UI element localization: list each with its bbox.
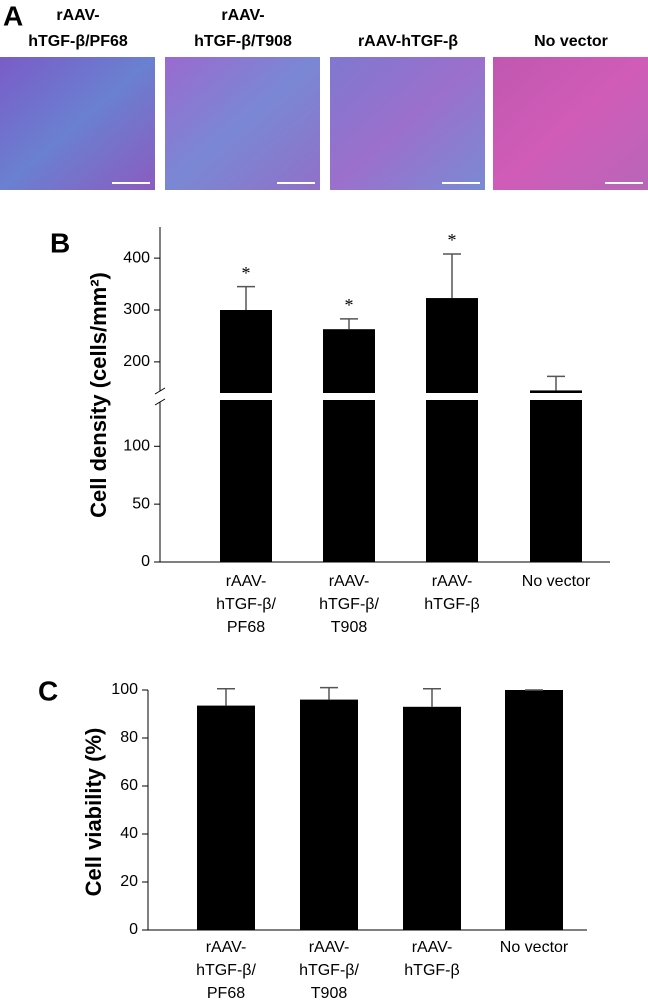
y-axis-title: Cell density (cells/mm²) <box>86 272 111 518</box>
micrograph <box>165 57 320 190</box>
x-tick-label: hTGF-β/ <box>319 596 379 613</box>
y-tick-label: 50 <box>132 495 150 512</box>
y-tick-label: 400 <box>123 249 150 266</box>
x-tick-label: rAAV- <box>329 573 370 590</box>
micrograph <box>493 57 648 190</box>
axis-break <box>154 398 166 406</box>
x-tick-label: T908 <box>331 619 368 636</box>
x-tick-label: rAAV- <box>206 939 247 956</box>
y-tick-label: 40 <box>120 825 138 842</box>
y-tick-label: 100 <box>123 438 150 455</box>
micrograph <box>330 57 485 190</box>
image-title: rAAV- <box>56 7 99 24</box>
y-tick-label: 100 <box>111 681 138 698</box>
bar <box>220 310 272 393</box>
x-tick-label: rAAV- <box>412 939 453 956</box>
y-tick-label: 0 <box>141 553 150 570</box>
bar <box>323 329 375 393</box>
x-tick-label: PF68 <box>227 619 265 636</box>
bar <box>530 400 582 562</box>
panel-label: A <box>3 0 23 31</box>
x-tick-label: No vector <box>500 939 569 956</box>
bar <box>426 400 478 562</box>
y-tick-label: 0 <box>129 921 138 938</box>
panel-label: B <box>50 227 70 258</box>
bar <box>300 699 358 930</box>
image-title: rAAV- <box>221 7 264 24</box>
panel-label: C <box>38 675 58 706</box>
axis-break-gap <box>200 393 610 400</box>
x-tick-label: rAAV- <box>432 573 473 590</box>
x-tick-label: rAAV- <box>309 939 350 956</box>
bar <box>323 400 375 562</box>
significance-mark: * <box>345 295 354 315</box>
y-tick-label: 20 <box>120 873 138 890</box>
image-title: hTGF-β/PF68 <box>28 33 128 50</box>
bar <box>530 390 582 393</box>
bar <box>197 705 255 930</box>
y-tick-label: 300 <box>123 301 150 318</box>
significance-mark: * <box>448 230 457 250</box>
x-tick-label: hTGF-β/ <box>299 962 359 979</box>
bar <box>426 298 478 393</box>
y-tick-label: 80 <box>120 729 138 746</box>
image-title: rAAV-hTGF-β <box>358 33 458 50</box>
y-tick-label: 200 <box>123 353 150 370</box>
x-tick-label: rAAV- <box>226 573 267 590</box>
axis-break <box>154 387 166 395</box>
x-tick-label: hTGF-β/ <box>196 962 256 979</box>
significance-mark: * <box>242 263 251 283</box>
x-tick-label: hTGF-β <box>424 596 479 613</box>
image-title: No vector <box>534 33 608 50</box>
y-axis-title: Cell viability (%) <box>81 728 106 897</box>
x-tick-label: hTGF-β <box>404 962 459 979</box>
micrograph <box>0 57 155 190</box>
image-title: hTGF-β/T908 <box>194 33 292 50</box>
x-tick-label: No vector <box>522 573 591 590</box>
x-tick-label: PF68 <box>207 985 245 1002</box>
bar <box>220 400 272 562</box>
bar <box>403 706 461 930</box>
bar <box>505 690 563 930</box>
x-tick-label: hTGF-β/ <box>216 596 276 613</box>
micrographs <box>0 57 648 190</box>
y-tick-label: 60 <box>120 777 138 794</box>
x-tick-label: T908 <box>311 985 348 1002</box>
